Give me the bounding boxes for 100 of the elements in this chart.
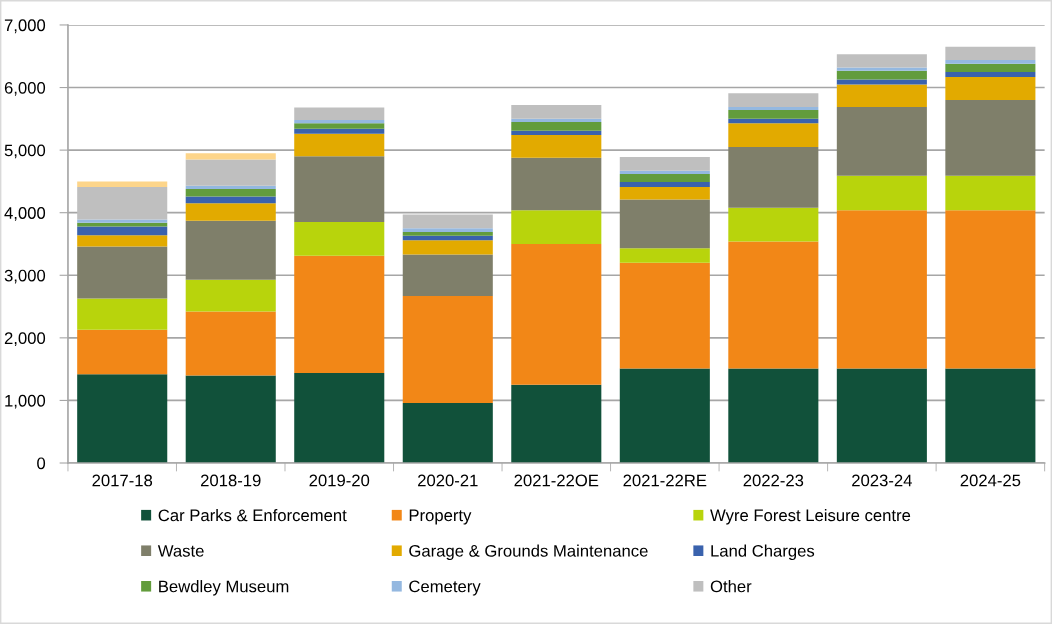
x-tick-label: 2017-18 xyxy=(92,474,153,487)
bar xyxy=(836,175,927,211)
bar xyxy=(511,105,602,119)
bar xyxy=(836,79,927,85)
bar xyxy=(185,185,276,189)
x-tick-label: 2021-22RE xyxy=(623,474,707,487)
bar xyxy=(402,295,493,403)
bar xyxy=(836,70,927,80)
bar xyxy=(511,121,602,131)
bar xyxy=(511,118,602,122)
bar xyxy=(511,210,602,244)
legend-label: Car Parks & Enforcement xyxy=(158,508,347,522)
bar xyxy=(402,228,493,233)
bar xyxy=(511,243,602,385)
bar xyxy=(77,235,168,247)
y-tick-label: 1,000 xyxy=(5,394,46,409)
bar xyxy=(294,372,385,464)
bar xyxy=(945,368,1036,464)
bar xyxy=(511,130,602,136)
bar xyxy=(619,170,710,174)
bar xyxy=(619,157,710,171)
bar xyxy=(77,298,168,330)
bar xyxy=(77,219,168,223)
bar xyxy=(511,157,602,211)
bar xyxy=(728,146,819,208)
bar xyxy=(77,329,168,375)
bar xyxy=(945,46,1036,60)
x-tick-label: 2018-19 xyxy=(201,474,261,487)
bar xyxy=(294,156,385,223)
bar xyxy=(619,248,710,263)
bar xyxy=(836,368,927,464)
bar xyxy=(185,196,276,204)
bar xyxy=(619,187,710,200)
bar xyxy=(836,210,927,369)
bar xyxy=(945,71,1036,77)
bar xyxy=(402,254,493,296)
bar xyxy=(294,222,385,256)
x-tick-label: 2019-20 xyxy=(309,474,370,487)
legend-label: Property xyxy=(409,509,472,525)
bar xyxy=(836,106,927,176)
bar xyxy=(619,262,710,369)
bar xyxy=(728,368,819,464)
y-tick-label: 4,000 xyxy=(4,207,46,221)
y-tick-label: 5,000 xyxy=(4,144,46,159)
legend-label: Bewdley Museum xyxy=(159,580,289,596)
bar xyxy=(294,255,385,373)
y-tick-label: 2,000 xyxy=(4,332,46,347)
bar xyxy=(945,175,1036,211)
bar xyxy=(185,188,276,197)
bar xyxy=(402,240,493,255)
bar xyxy=(402,235,493,241)
y-tick-label: 6,000 xyxy=(4,81,46,96)
bar xyxy=(728,123,819,147)
bar xyxy=(77,226,168,236)
bar xyxy=(728,110,819,119)
bar xyxy=(77,374,168,464)
bar xyxy=(619,182,710,188)
y-tick-label: 0 xyxy=(37,457,46,470)
bar xyxy=(619,199,710,249)
bar xyxy=(945,76,1036,101)
bar xyxy=(728,118,819,124)
bar xyxy=(945,60,1036,64)
bar xyxy=(728,93,819,107)
x-tick-label: 2020-21 xyxy=(418,474,478,487)
bar xyxy=(294,128,385,134)
bar xyxy=(185,375,276,464)
legend-label: Wyre Forest Leisure centre xyxy=(710,508,911,525)
legend-label: Cemetery xyxy=(409,580,481,596)
legend-label: Waste xyxy=(157,545,204,557)
bar xyxy=(185,203,276,221)
bar xyxy=(294,133,385,157)
bar xyxy=(945,63,1036,72)
x-tick-label: 2022-23 xyxy=(743,474,804,487)
bar xyxy=(77,187,168,220)
bar xyxy=(511,384,602,464)
bar xyxy=(77,181,168,188)
bar xyxy=(185,220,276,280)
bar xyxy=(619,368,710,464)
bar xyxy=(945,210,1036,369)
bar xyxy=(619,173,710,183)
bar xyxy=(294,120,385,124)
bar xyxy=(728,241,819,369)
legend-label: Other xyxy=(710,580,752,593)
bar xyxy=(836,84,927,107)
bar xyxy=(836,67,927,71)
bar xyxy=(185,311,276,376)
legend-label: Land Charges xyxy=(711,544,815,561)
bar xyxy=(77,246,168,299)
y-tick-label: 7,000 xyxy=(4,19,46,34)
bar xyxy=(511,135,602,158)
bar xyxy=(402,214,493,229)
y-tick-label: 3,000 xyxy=(4,269,46,284)
bar xyxy=(402,402,493,464)
bar xyxy=(294,107,385,121)
x-tick-label: 2024-25 xyxy=(960,474,1021,487)
x-tick-label: 2021-22OE xyxy=(514,474,599,487)
bar xyxy=(728,106,819,111)
bar xyxy=(185,279,276,312)
legend-label: Garage & Grounds Maintenance xyxy=(409,544,648,561)
x-tick-label: 2023-24 xyxy=(852,474,912,487)
